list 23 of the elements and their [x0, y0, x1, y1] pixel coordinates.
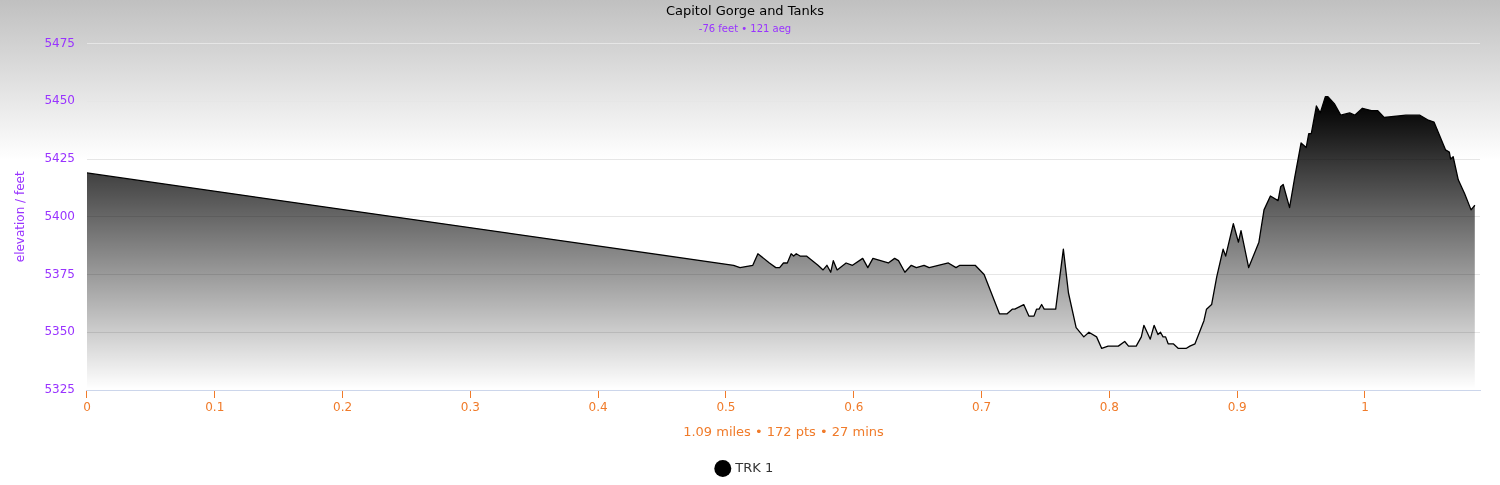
y-tick-label: 5450	[44, 93, 75, 108]
y-axis-title: elevation / feet	[13, 171, 28, 263]
y-tick-label: 5350	[44, 324, 75, 339]
x-tick-label: 0.4	[588, 400, 608, 415]
y-tick-label: 5425	[44, 151, 75, 166]
x-tick-label: 0.2	[333, 400, 353, 415]
x-tick-label: 0	[83, 400, 91, 415]
x-tick-label: 1	[1361, 400, 1369, 415]
y-tick-label: 5375	[44, 266, 75, 281]
x-tick-label: 0.8	[1099, 400, 1119, 415]
x-tick-label: 0.7	[972, 400, 992, 415]
y-tick-label: 5325	[44, 382, 75, 397]
x-tick-label: 0.3	[460, 400, 480, 415]
legend-label: TRK 1	[734, 459, 774, 475]
y-tick-label: 5475	[44, 35, 75, 50]
x-axis-title: 1.09 miles • 172 pts • 27 mins	[683, 423, 885, 439]
x-tick-label: 0.5	[716, 400, 736, 415]
chart-subtitle: -76 feet • 121 aeg	[698, 23, 792, 35]
y-tick-label: 5400	[44, 208, 75, 223]
x-tick-label: 0.9	[1227, 400, 1247, 415]
chart-title: Capitol Gorge and Tanks	[665, 3, 825, 19]
x-tick-label: 0.1	[205, 400, 225, 415]
x-tick-label: 0.6	[844, 400, 864, 415]
